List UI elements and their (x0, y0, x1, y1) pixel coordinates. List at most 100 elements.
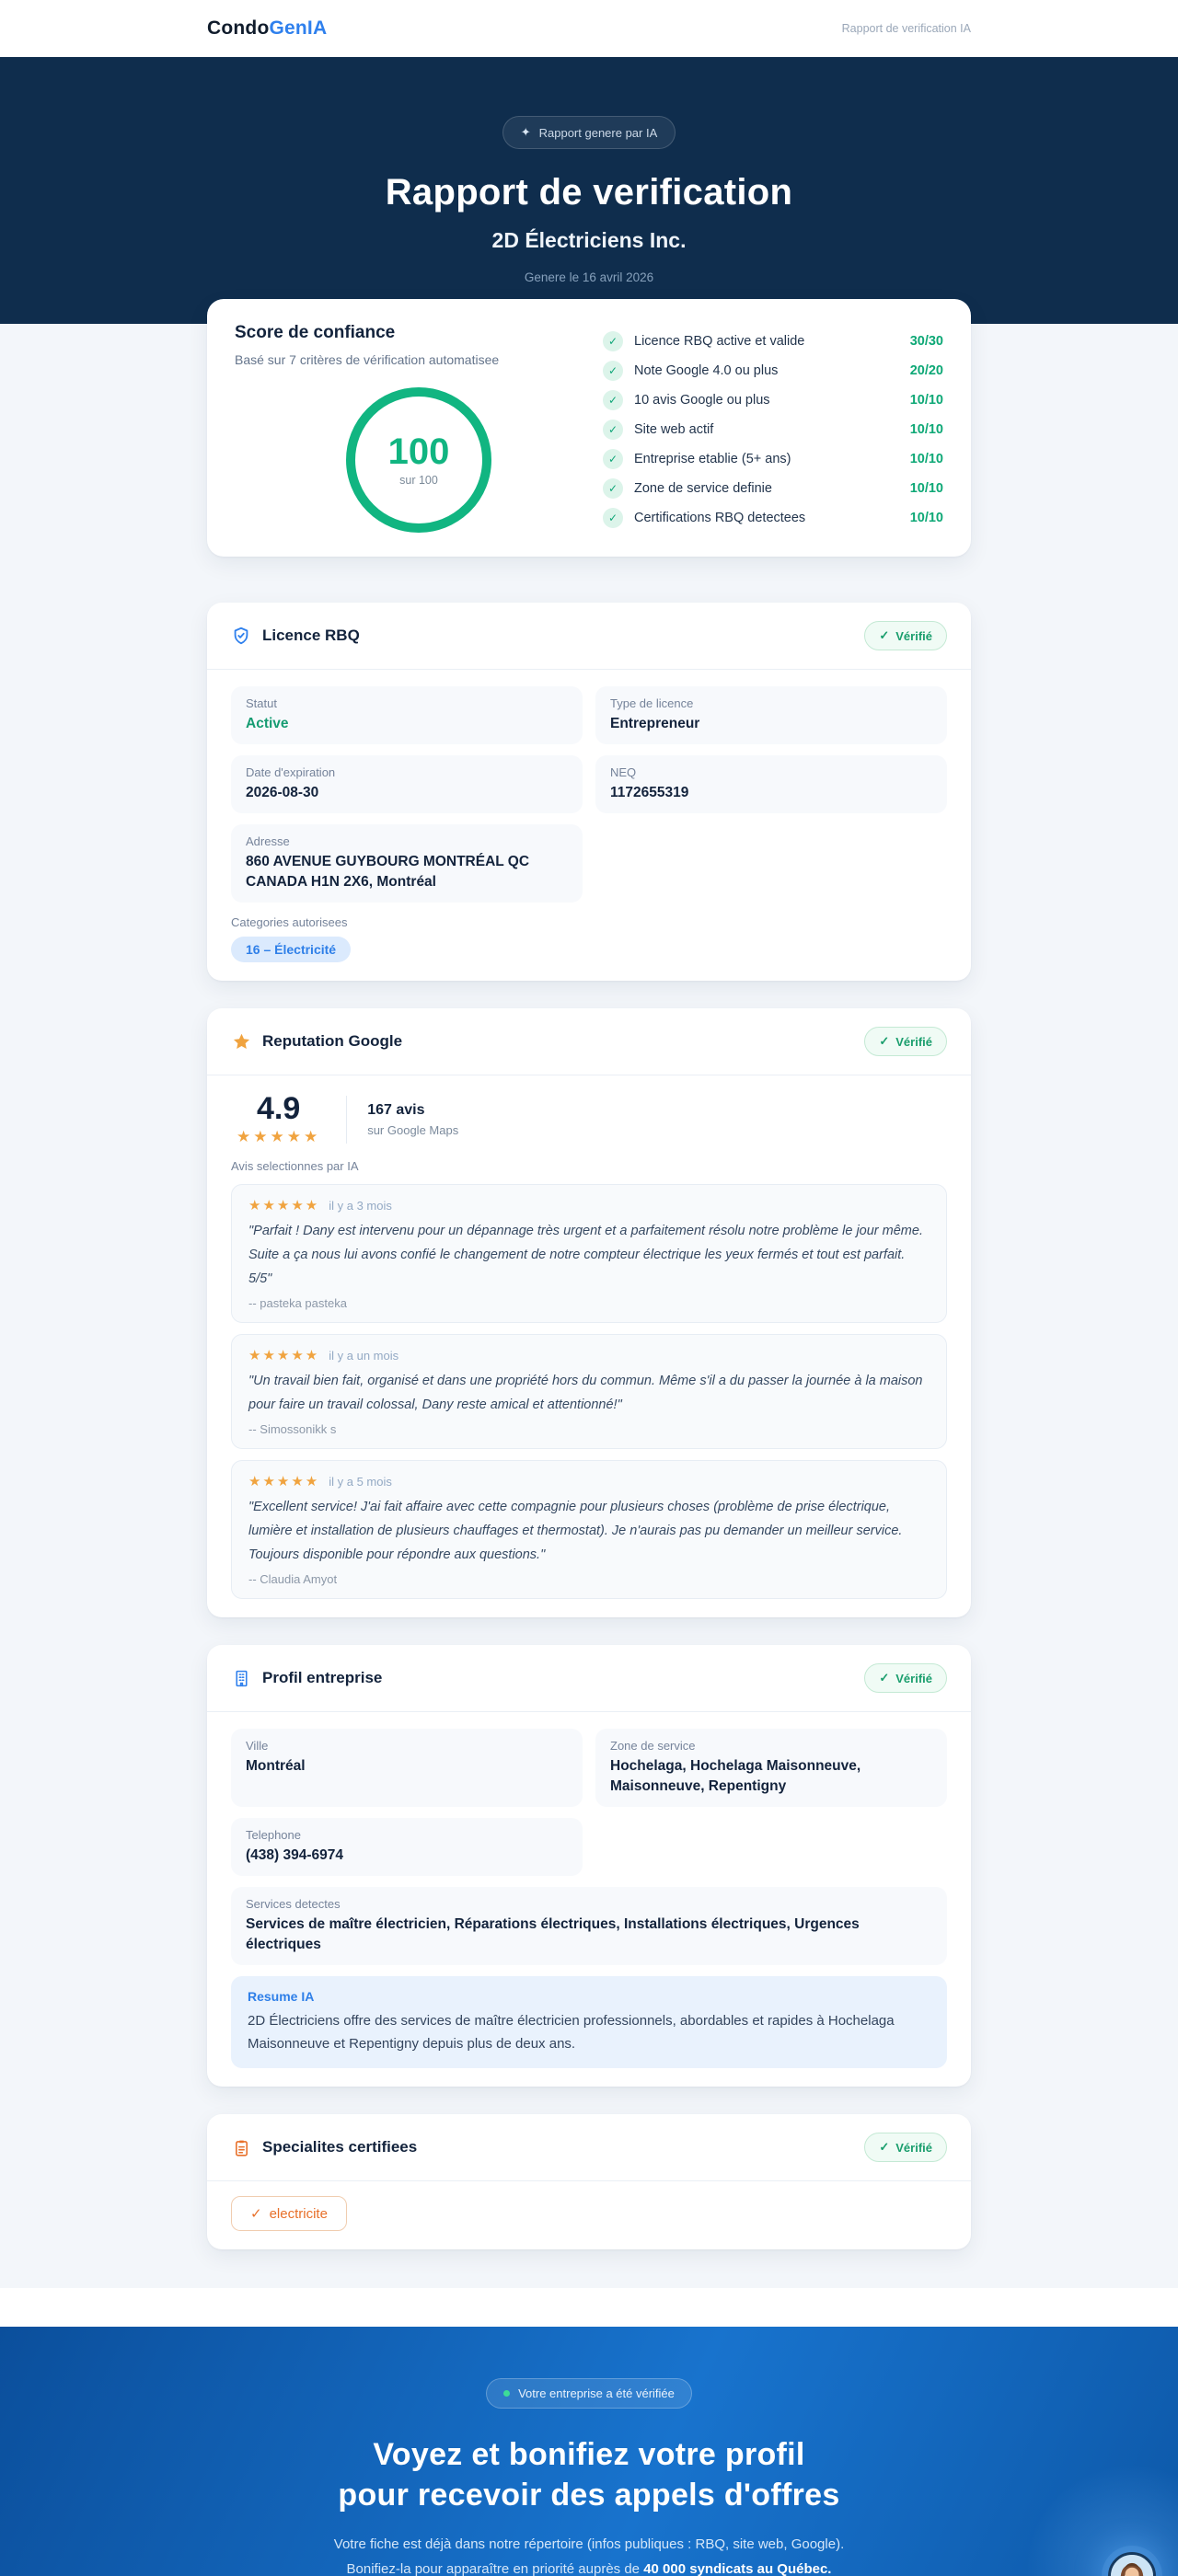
check-icon: ✓ (603, 420, 623, 440)
check-icon: ✓ (603, 508, 623, 528)
check-icon: ✓ (879, 1034, 890, 1048)
section-title: Licence RBQ (262, 627, 360, 644)
divider (346, 1095, 348, 1144)
building-icon (231, 1668, 251, 1688)
specialty-chip: ✓ electricite (231, 2196, 347, 2231)
score-criteria-row: ✓ Certifications RBQ detectees 10/10 (603, 508, 943, 528)
score-criteria-row: ✓ Note Google 4.0 ou plus 20/20 (603, 361, 943, 381)
score-value: 100 (387, 431, 450, 472)
chat-widget-button[interactable] (1108, 2552, 1156, 2576)
ai-summary-text: 2D Électriciens offre des services de ma… (248, 2013, 895, 2052)
score-criteria-row: ✓ Licence RBQ active et valide 30/30 (603, 331, 943, 351)
criteria-score: 10/10 (909, 481, 943, 496)
divider (207, 2180, 971, 2181)
review-item: ★★★★★ il y a 5 mois "Excellent service! … (231, 1460, 947, 1599)
trust-score-summary: Score de confiance Basé sur 7 critères d… (235, 323, 603, 533)
review-text: "Un travail bien fait, organisé et dans … (248, 1374, 923, 1412)
ai-selected-reviews-label: Avis selectionnes par IA (231, 1159, 359, 1173)
rating-stars-icon: ★★★★★ (237, 1128, 321, 1145)
review-author: -- Claudia Amyot (248, 1572, 338, 1586)
verified-badge: ✓ Vérifié (864, 1663, 947, 1693)
criteria-label: Site web actif (634, 422, 714, 437)
check-icon: ✓ (879, 628, 890, 642)
verified-badge: ✓ Vérifié (864, 621, 947, 650)
section-title: Specialites certifiees (262, 2138, 418, 2156)
company-profile-card: Profil entreprise ✓ Vérifié Ville Montré… (207, 1645, 971, 2087)
review-stars-icon: ★★★★★ (248, 1474, 320, 1489)
rating-summary: 4.9 ★★★★★ 167 avis sur Google Maps (231, 1092, 947, 1146)
score-criteria-row: ✓ Site web actif 10/10 (603, 420, 943, 440)
breadcrumb: Rapport de verification IA (841, 22, 971, 35)
generated-date: Genere le 16 avril 2026 (524, 270, 654, 284)
star-icon (231, 1031, 251, 1052)
field-type-licence: Type de licence Entrepreneur (595, 686, 947, 744)
criteria-score: 10/10 (909, 511, 943, 525)
logo-part-2: GenIA (269, 17, 328, 39)
criteria-score: 10/10 (909, 393, 943, 408)
certified-specialties-card: Specialites certifiees ✓ Vérifié ✓ elect… (207, 2114, 971, 2249)
field-ville: Ville Montréal (231, 1729, 583, 1807)
field-telephone: Telephone (438) 394-6974 (231, 1818, 583, 1876)
section-title: Reputation Google (262, 1032, 403, 1050)
score-subtitle: Basé sur 7 critères de vérification auto… (235, 352, 500, 367)
cta-title: Voyez et bonifiez votre profil pour rece… (338, 2437, 840, 2513)
check-icon: ✓ (603, 331, 623, 351)
report-content: Score de confiance Basé sur 7 critères d… (0, 299, 1178, 2288)
reviews-count: 167 avis (367, 1101, 425, 1118)
ai-summary-box: Resume IA 2D Électriciens offre des serv… (231, 1976, 947, 2068)
review-item: ★★★★★ il y a un mois "Un travail bien fa… (231, 1334, 947, 1449)
check-icon: ✓ (603, 478, 623, 499)
ai-summary-label: Resume IA (248, 1989, 315, 2004)
field-neq: NEQ 1172655319 (595, 755, 947, 813)
ai-report-badge: ✦ Rapport genere par IA (502, 116, 676, 149)
divider (207, 1711, 971, 1712)
green-dot-icon (503, 2390, 511, 2397)
score-ring: 100 sur 100 (346, 387, 491, 533)
check-icon: ✓ (250, 2206, 262, 2222)
ai-report-badge-label: Rapport genere par IA (538, 125, 658, 140)
score-criteria-list: ✓ Licence RBQ active et valide 30/30 ✓ N… (603, 323, 943, 533)
google-reputation-card: Reputation Google ✓ Vérifié 4.9 ★★★★★ 16… (207, 1008, 971, 1617)
verified-badge: ✓ Vérifié (864, 2133, 947, 2162)
field-statut: Statut Active (231, 686, 583, 744)
verified-company-badge: Votre entreprise a été vérifiée (486, 2378, 692, 2409)
criteria-score: 10/10 (909, 422, 943, 437)
check-icon: ✓ (603, 449, 623, 469)
clipboard-icon (231, 2137, 251, 2157)
hero-section: ✦ Rapport genere par IA Rapport de verif… (0, 57, 1178, 324)
field-zone-service: Zone de service Hochelaga, Hochelaga Mai… (595, 1729, 947, 1807)
field-adresse: Adresse 860 AVENUE GUYBOURG MONTRÉAL QC … (231, 824, 583, 903)
verified-badge: ✓ Vérifié (864, 1027, 947, 1056)
reviews-source: sur Google Maps (367, 1122, 459, 1137)
review-item: ★★★★★ il y a 3 mois "Parfait ! Dany est … (231, 1184, 947, 1323)
criteria-score: 20/20 (909, 363, 943, 378)
cta-body-text: Votre fiche est déjà dans notre répertoi… (333, 2536, 845, 2576)
categories-label: Categories autorisees (231, 915, 348, 929)
criteria-score: 30/30 (909, 334, 943, 349)
criteria-label: Zone de service definie (634, 481, 772, 496)
criteria-score: 10/10 (909, 452, 943, 466)
divider (207, 669, 971, 670)
review-date: il y a un mois (329, 1348, 399, 1363)
score-criteria-row: ✓ Zone de service definie 10/10 (603, 478, 943, 499)
assistant-avatar (1111, 2555, 1153, 2576)
page-title: Rapport de verification (385, 172, 793, 213)
review-stars-icon: ★★★★★ (248, 1348, 320, 1363)
logo[interactable]: CondoGenIA (207, 17, 327, 40)
trust-score-card: Score de confiance Basé sur 7 critères d… (207, 299, 971, 557)
check-icon: ✓ (879, 2140, 890, 2154)
check-icon: ✓ (603, 390, 623, 410)
shield-check-icon (231, 626, 251, 646)
score-criteria-row: ✓ 10 avis Google ou plus 10/10 (603, 390, 943, 410)
score-criteria-row: ✓ Entreprise etablie (5+ ans) 10/10 (603, 449, 943, 469)
criteria-label: Certifications RBQ detectees (634, 511, 806, 525)
rating-value: 4.9 (256, 1091, 301, 1126)
review-author: -- Simossonikk s (248, 1422, 337, 1436)
review-stars-icon: ★★★★★ (248, 1198, 320, 1213)
field-services: Services detectes Services de maître éle… (231, 1887, 947, 1965)
sparkle-icon: ✦ (520, 125, 531, 139)
review-date: il y a 3 mois (329, 1198, 392, 1213)
criteria-label: Entreprise etablie (5+ ans) (634, 452, 791, 466)
check-icon: ✓ (603, 361, 623, 381)
